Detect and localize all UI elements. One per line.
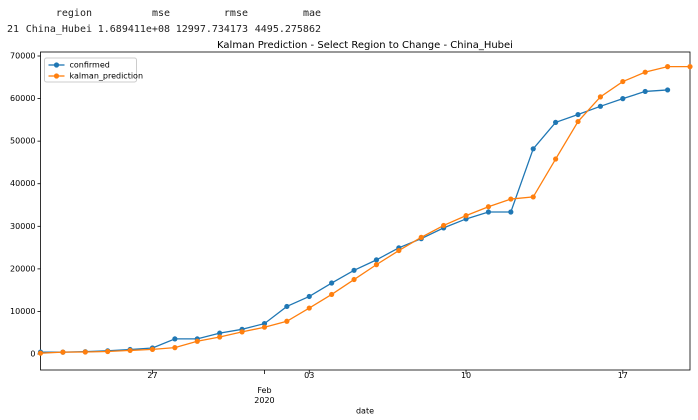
data-point — [149, 346, 156, 352]
data-point — [306, 305, 312, 311]
table-cell: 12997.734173 — [176, 24, 248, 35]
data-point — [261, 320, 268, 327]
data-point — [575, 111, 581, 118]
y-tick-label: 0 — [30, 350, 35, 359]
data-point — [261, 324, 268, 330]
chart-title: Kalman Prediction - Select Region to Cha… — [217, 40, 513, 51]
y-tick-label: 40000 — [10, 179, 35, 188]
data-point — [239, 329, 245, 335]
data-point — [82, 349, 88, 355]
data-point — [530, 194, 536, 200]
plot-frame — [40, 51, 691, 371]
data-point — [351, 267, 357, 273]
table-header: mae — [303, 8, 321, 19]
data-point — [217, 330, 223, 336]
data-point — [194, 338, 200, 344]
data-point — [508, 196, 514, 202]
table-index: 21 — [7, 24, 19, 35]
y-tick-label: 60000 — [10, 94, 35, 103]
table-header: mse — [152, 8, 170, 19]
series-line — [40, 65, 690, 354]
data-point — [620, 96, 626, 102]
data-point — [60, 349, 66, 355]
data-point — [172, 345, 178, 351]
data-point — [642, 88, 648, 95]
legend-marker — [53, 62, 60, 68]
data-point — [351, 276, 357, 283]
data-point — [373, 262, 380, 268]
data-point — [553, 156, 559, 162]
data-point — [485, 209, 492, 215]
x-tick-label: Feb 2020 — [254, 386, 275, 405]
table-header: region — [56, 8, 92, 19]
x-axis-label: date — [356, 407, 374, 416]
data-point — [418, 234, 424, 240]
data-point — [329, 280, 335, 286]
data-point — [396, 247, 402, 254]
x-tick-label: 03 — [304, 371, 315, 380]
data-point — [217, 334, 223, 340]
data-point — [687, 64, 693, 70]
y-tick-label: 30000 — [10, 222, 35, 231]
legend-label: kalman_prediction — [70, 72, 144, 81]
y-tick-label: 50000 — [10, 137, 35, 146]
data-point — [597, 103, 604, 109]
data-point — [485, 204, 492, 210]
y-tick-label: 10000 — [10, 307, 35, 316]
y-tick-label: 70000 — [10, 52, 35, 61]
data-point — [575, 118, 581, 125]
data-point — [530, 146, 536, 152]
legend-marker — [53, 73, 60, 79]
data-point — [441, 222, 447, 229]
table-cell: China_Hubei — [26, 24, 92, 35]
data-point — [553, 119, 559, 125]
data-point — [373, 257, 380, 263]
table-cell: 1.689411e+08 — [98, 24, 170, 35]
data-point — [37, 350, 44, 356]
data-point — [597, 94, 604, 100]
table-header: rmse — [224, 8, 248, 19]
data-point — [665, 87, 671, 93]
legend-box — [44, 57, 137, 83]
data-point — [463, 213, 469, 219]
data-point — [284, 318, 290, 324]
data-point — [105, 348, 111, 355]
data-point — [172, 336, 178, 342]
data-point — [620, 78, 626, 85]
legend-label: confirmed — [70, 61, 110, 70]
y-tick-label: 20000 — [10, 264, 35, 273]
data-point — [508, 209, 514, 215]
x-tick-label: 10 — [460, 371, 472, 380]
data-point — [329, 291, 335, 298]
x-tick-label: 27 — [147, 371, 158, 380]
table-cell: 4495.275862 — [255, 24, 321, 35]
data-point — [642, 69, 648, 75]
data-point — [306, 293, 312, 300]
data-point — [284, 303, 290, 310]
data-point — [665, 64, 671, 70]
x-tick-label: 17 — [617, 371, 628, 380]
data-point — [127, 347, 133, 354]
